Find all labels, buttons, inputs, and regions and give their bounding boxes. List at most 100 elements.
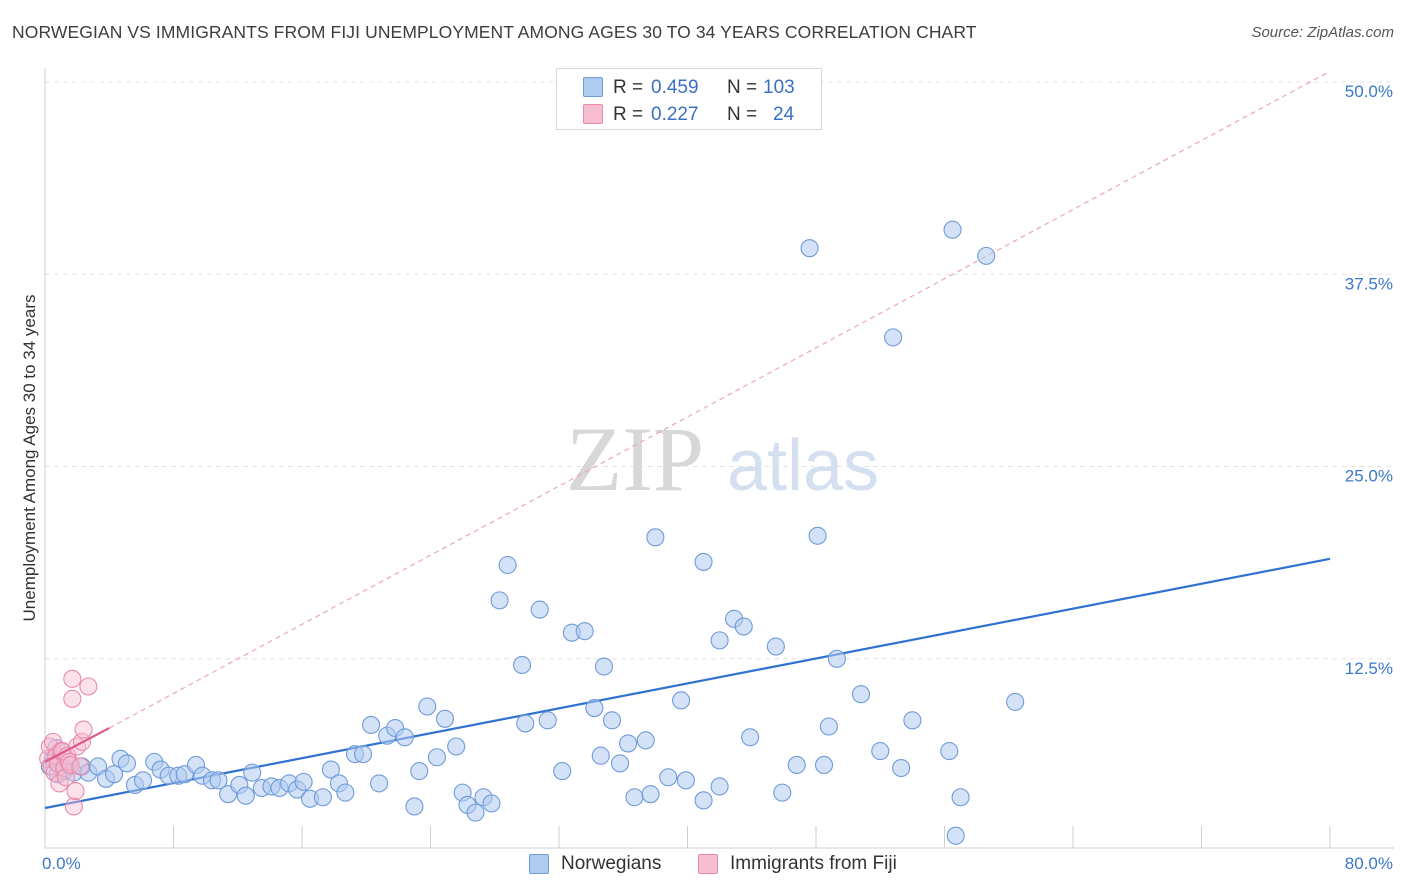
norwegians-point[interactable] <box>395 728 414 747</box>
fiji-point[interactable] <box>79 677 98 696</box>
norwegians-point[interactable] <box>851 685 871 704</box>
norwegians-point[interactable] <box>591 746 610 765</box>
fiji-point[interactable] <box>71 757 90 776</box>
norwegians-point[interactable] <box>672 691 691 710</box>
norwegians-point[interactable] <box>370 774 389 793</box>
norwegians-point[interactable] <box>427 748 446 767</box>
fiji-point[interactable] <box>74 720 93 739</box>
fiji-point[interactable] <box>60 752 79 771</box>
watermark: ZIP atlas <box>566 408 879 510</box>
x-tick-label: 80.0% <box>1345 854 1393 873</box>
legend-n-value: 24 <box>773 104 795 125</box>
norwegians-point[interactable] <box>575 622 594 641</box>
norwegians-point[interactable] <box>808 526 827 545</box>
norwegians-point[interactable] <box>827 649 846 668</box>
norwegians-point[interactable] <box>814 755 834 774</box>
norwegians-point[interactable] <box>766 637 785 656</box>
norwegians-trend-line <box>44 557 1331 810</box>
norwegians-point[interactable] <box>447 737 466 756</box>
norwegians-point[interactable] <box>498 555 517 575</box>
legend-label-norwegians: Norwegians <box>561 853 662 874</box>
norwegians-point[interactable] <box>741 728 760 747</box>
norwegians-point[interactable] <box>435 709 455 728</box>
norwegians-point[interactable] <box>321 760 340 779</box>
fiji-point[interactable] <box>61 755 80 774</box>
norwegians-point[interactable] <box>903 711 922 730</box>
norwegians-point[interactable] <box>482 794 501 813</box>
norwegians-point[interactable] <box>553 762 572 781</box>
norwegians-point[interactable] <box>362 715 381 735</box>
norwegians-point[interactable] <box>353 745 373 764</box>
norwegians-point[interactable] <box>636 731 655 750</box>
norwegians-point[interactable] <box>943 220 962 239</box>
legend-r-label: R = <box>613 104 644 125</box>
norwegians-point[interactable] <box>336 783 355 802</box>
norwegians-point[interactable] <box>710 631 729 650</box>
norwegians-point[interactable] <box>594 657 614 676</box>
norwegians-point[interactable] <box>977 246 996 265</box>
fiji-trend-line <box>44 727 110 763</box>
fiji-point[interactable] <box>63 669 82 688</box>
norwegians-point[interactable] <box>133 771 153 790</box>
norwegians-point[interactable] <box>516 714 535 733</box>
norwegians-point[interactable] <box>313 788 332 807</box>
norwegians-point[interactable] <box>819 717 838 736</box>
y-tick-label: 37.5% <box>1345 274 1393 293</box>
norwegians-point[interactable] <box>513 655 532 675</box>
norwegians-point[interactable] <box>410 762 429 781</box>
norwegians-point[interactable] <box>676 771 695 790</box>
norwegians-points <box>40 220 1025 845</box>
legend-n-label: N = <box>727 77 758 98</box>
norwegians-point[interactable] <box>659 768 678 787</box>
norwegians-point[interactable] <box>641 785 660 804</box>
norwegians-point[interactable] <box>243 763 262 782</box>
norwegians-point[interactable] <box>585 698 604 718</box>
norwegians-point[interactable] <box>530 600 549 619</box>
fiji-point[interactable] <box>66 782 85 801</box>
norwegians-point[interactable] <box>236 786 255 805</box>
norwegians-point[interactable] <box>117 754 136 773</box>
norwegians-point[interactable] <box>892 758 911 778</box>
norwegians-point[interactable] <box>773 783 792 802</box>
norwegians-point[interactable] <box>619 734 638 753</box>
norwegians-point[interactable] <box>538 711 557 730</box>
norwegians-point[interactable] <box>787 755 806 774</box>
norwegians-point[interactable] <box>946 826 965 845</box>
norwegians-point[interactable] <box>490 591 509 610</box>
norwegians-point[interactable] <box>951 788 970 807</box>
fiji-point[interactable] <box>64 797 83 816</box>
y-tick-label: 12.5% <box>1345 659 1393 678</box>
legend-label-fiji: Immigrants from Fiji <box>730 853 897 874</box>
y-tick-label: 50.0% <box>1345 82 1393 101</box>
norwegians-point[interactable] <box>209 771 228 790</box>
norwegians-point[interactable] <box>602 711 622 730</box>
legend-swatch-blue <box>529 854 549 874</box>
fiji-trend-extrapolated <box>108 70 1331 729</box>
chart-title: NORWEGIAN VS IMMIGRANTS FROM FIJI UNEMPL… <box>12 22 977 42</box>
norwegians-point[interactable] <box>405 797 424 816</box>
norwegians-point[interactable] <box>105 765 124 784</box>
y-axis-label: Unemployment Among Ages 30 to 34 years <box>20 295 39 622</box>
legend-r-label: R = <box>613 77 644 98</box>
norwegians-point[interactable] <box>710 777 729 796</box>
norwegians-point[interactable] <box>646 528 665 547</box>
norwegians-point[interactable] <box>940 742 959 761</box>
norwegians-point[interactable] <box>694 791 713 810</box>
legend-swatch-blue <box>583 77 603 97</box>
norwegians-point[interactable] <box>734 617 753 636</box>
norwegians-point[interactable] <box>466 803 485 822</box>
norwegians-point[interactable] <box>800 239 819 258</box>
norwegians-point[interactable] <box>294 772 313 791</box>
norwegians-point[interactable] <box>1006 692 1025 711</box>
norwegians-point[interactable] <box>610 754 630 773</box>
norwegians-point[interactable] <box>625 788 644 807</box>
fiji-point[interactable] <box>63 689 82 708</box>
trend-layer <box>44 70 1331 810</box>
norwegians-point[interactable] <box>418 697 437 716</box>
norwegians-point[interactable] <box>694 552 713 571</box>
norwegians-point[interactable] <box>884 328 903 347</box>
watermark-zip: ZIP <box>566 408 704 510</box>
stats-legend: R = 0.459 N = 103 R = 0.227 N = 24 <box>556 68 822 130</box>
norwegians-point[interactable] <box>871 742 890 761</box>
x-tick-label: 0.0% <box>42 854 81 873</box>
